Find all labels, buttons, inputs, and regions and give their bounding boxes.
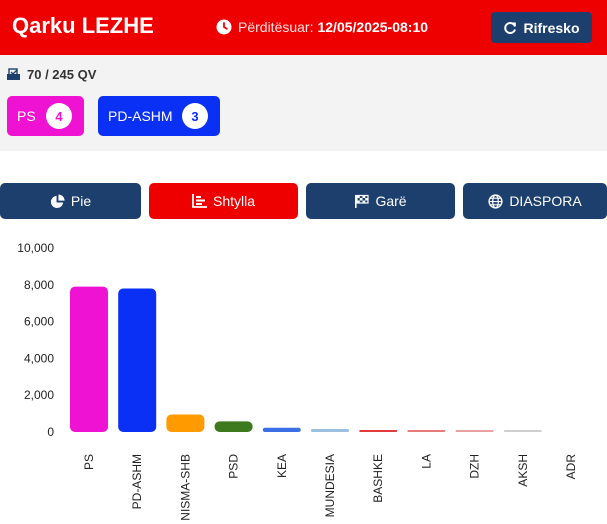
seat-count: 4 — [46, 103, 72, 129]
page-title: Qarku LEZHE — [12, 13, 154, 38]
tab-gare[interactable]: Garë — [306, 183, 455, 219]
updated-value: 12/05/2025-08:10 — [317, 19, 429, 35]
x-tick-label: MUNDESIA — [323, 454, 337, 517]
x-tick-label: DZH — [468, 454, 482, 479]
globe-icon — [488, 193, 503, 209]
bar-mundesia[interactable] — [311, 429, 349, 432]
updated-label: Përditësuar: — [238, 19, 314, 35]
x-tick-label: AKSH — [516, 454, 530, 487]
x-tick-label: ADR — [564, 454, 578, 480]
x-tick-label: PD-ASHM — [130, 454, 144, 509]
ballot-box-icon — [7, 68, 20, 80]
race-flag-icon — [355, 194, 370, 208]
bar-pd-ashm[interactable] — [118, 288, 157, 432]
bar-kea[interactable] — [262, 427, 301, 432]
y-tick-label: 8,000 — [24, 278, 54, 292]
party-badge-ps: PS 4 — [7, 96, 84, 136]
x-tick-label: PSD — [227, 454, 241, 479]
bar-ps[interactable] — [70, 286, 108, 432]
qv-counter: 70 / 245 QV — [6, 67, 96, 82]
party-badge-pd-ashm: PD-ASHM 3 — [98, 96, 220, 136]
qv-text: 70 / 245 QV — [27, 67, 97, 82]
x-tick-label: NISMA-SHB — [178, 454, 192, 521]
tab-label: Garë — [375, 193, 407, 209]
party-name: PD-ASHM — [108, 108, 173, 124]
bar-nisma-shb[interactable] — [166, 414, 205, 432]
bar-chart: 10,000 8,000 6,000 4,000 2,000 0 PS PD-ASHM NISM… — [17, 241, 578, 521]
bar-la[interactable] — [407, 430, 446, 432]
pie-chart-icon — [50, 193, 65, 208]
seat-count: 3 — [182, 103, 208, 129]
refresh-button[interactable]: Rifresko — [491, 12, 592, 43]
y-tick-label: 0 — [47, 425, 54, 439]
bar-aksh[interactable] — [503, 430, 542, 432]
y-tick-label: 10,000 — [17, 241, 54, 255]
bar-bashke[interactable] — [359, 430, 398, 432]
tab-shtylla[interactable]: Shtylla — [149, 183, 298, 219]
y-tick-label: 6,000 — [24, 315, 54, 329]
summary-panel: 70 / 245 QV PS 4 PD-ASHM 3 — [0, 55, 607, 151]
tab-label: Pie — [70, 193, 92, 209]
header: Qarku LEZHE Përditësuar: 12/05/2025-08:1… — [0, 0, 607, 55]
clock-icon — [216, 19, 232, 35]
y-tick-label: 2,000 — [24, 388, 54, 402]
tab-label: Shtylla — [212, 193, 256, 209]
party-name: PS — [17, 108, 36, 124]
last-updated: Përditësuar: 12/05/2025-08:10 — [216, 19, 428, 35]
refresh-icon — [504, 21, 517, 34]
x-tick-label: PS — [82, 454, 96, 470]
tab-label: DIASPORA — [509, 193, 582, 209]
x-tick-label: BASHKE — [371, 454, 385, 503]
x-tick-label: KEA — [275, 454, 289, 478]
bar-chart-icon — [192, 194, 207, 208]
chart-tabs: Pie Shtylla Garë DIASPORA — [0, 183, 607, 219]
x-tick-label: LA — [419, 454, 433, 469]
y-tick-label: 4,000 — [24, 351, 54, 365]
tab-pie[interactable]: Pie — [0, 183, 141, 219]
bar-psd[interactable] — [214, 421, 253, 432]
refresh-label: Rifresko — [523, 19, 580, 36]
bar-dzh[interactable] — [455, 430, 494, 432]
tab-diaspora[interactable]: DIASPORA — [463, 183, 607, 219]
